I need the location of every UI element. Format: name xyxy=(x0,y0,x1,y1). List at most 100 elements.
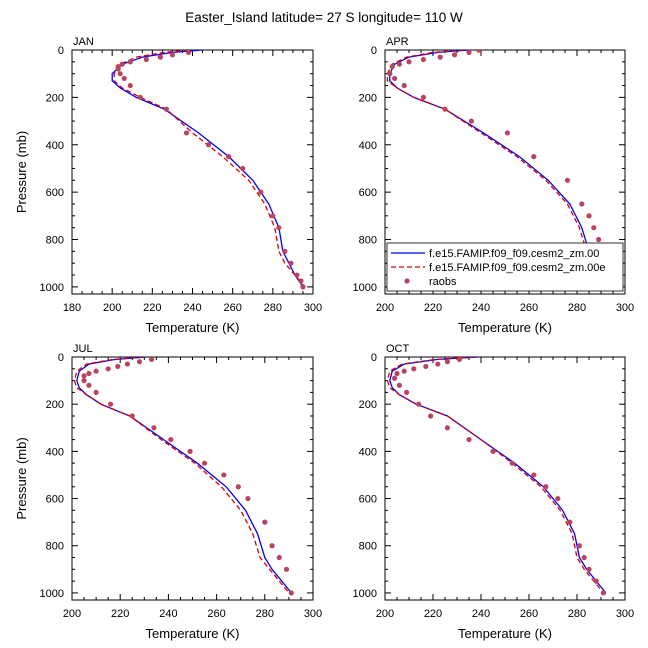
raobs-point xyxy=(183,130,190,136)
y-tick-label: 400 xyxy=(359,446,377,458)
panel-jan: 180 200 220 240 260 280 300 0 200 400 600 800 1000 JA… xyxy=(14,36,322,335)
x-tick-label: 300 xyxy=(304,302,322,314)
legend-label: raobs xyxy=(429,276,457,288)
raobs-point xyxy=(600,590,607,596)
y-tick-label: 400 xyxy=(359,140,377,152)
series-line-zm00 xyxy=(111,50,304,288)
x-tick-label: 200 xyxy=(376,608,394,620)
raobs-point xyxy=(435,361,441,367)
panel-label: APR xyxy=(386,36,409,48)
series-line-zm00 xyxy=(389,357,607,594)
raobs-point xyxy=(276,554,282,561)
raobs-point xyxy=(157,54,163,60)
raobs-point xyxy=(389,63,395,70)
raobs-point xyxy=(420,56,426,63)
series-line-zm00 xyxy=(76,357,292,594)
raobs-point xyxy=(509,460,515,466)
raobs-point xyxy=(205,142,212,148)
y-tick-label: 0 xyxy=(371,352,377,364)
raobs-point xyxy=(226,154,232,160)
y-tick-label: 0 xyxy=(58,352,64,364)
raobs-point xyxy=(105,366,111,372)
raobs-point xyxy=(444,425,450,431)
raobs-point xyxy=(504,130,510,136)
raobs-point xyxy=(115,363,121,370)
raobs-point xyxy=(531,154,537,160)
x-axis-title: Temperature (K) xyxy=(146,626,240,641)
raobs-point xyxy=(258,189,264,195)
x-axis-title: Temperature (K) xyxy=(146,320,240,335)
raobs-point xyxy=(456,357,462,362)
x-tick-label: 300 xyxy=(616,302,634,314)
x-tick-label: 280 xyxy=(256,608,274,620)
x-tick-label: 260 xyxy=(520,608,538,620)
y-axis-title: Pressure (mb) xyxy=(14,437,29,519)
x-tick-label: 240 xyxy=(183,302,201,314)
x-axis-title: Temperature (K) xyxy=(458,626,552,641)
raobs-point xyxy=(401,82,407,89)
raobs-point xyxy=(163,106,169,112)
panel-apr: 200 220 240 260 280 300 0 200 400 600 800 1000 APR Te… xyxy=(353,36,635,335)
raobs-point xyxy=(117,71,123,77)
x-tick-label: 240 xyxy=(472,608,490,620)
raobs-point xyxy=(294,272,300,278)
y-tick-label: 800 xyxy=(46,235,64,247)
raobs-point xyxy=(262,519,268,525)
raobs-point xyxy=(396,61,402,67)
x-axis-title: Temperature (K) xyxy=(458,320,552,335)
y-tick-label: 600 xyxy=(46,494,64,506)
raobs-point xyxy=(124,361,131,367)
raobs-point xyxy=(466,436,472,443)
y-tick-label: 200 xyxy=(46,399,64,411)
y-tick-label: 600 xyxy=(359,494,377,506)
y-tick-label: 800 xyxy=(359,541,377,553)
plot-frame xyxy=(71,356,314,601)
y-tick-label: 800 xyxy=(46,541,64,553)
panel-label: OCT xyxy=(386,343,410,355)
raobs-point xyxy=(137,94,143,100)
raobs-point xyxy=(86,382,92,388)
raobs-point xyxy=(245,495,251,502)
raobs-point xyxy=(288,590,294,596)
raobs-point xyxy=(442,106,448,112)
x-tick-label: 220 xyxy=(424,302,442,314)
y-tick-label: 1000 xyxy=(353,282,377,294)
y-tick-label: 200 xyxy=(46,92,64,104)
raobs-point xyxy=(276,225,282,231)
y-tick-label: 800 xyxy=(359,235,377,247)
raobs-point xyxy=(394,370,400,377)
raobs-point xyxy=(235,484,241,490)
figure-title: Easter_Island latitude= 27 S longitude= … xyxy=(185,10,463,25)
raobs-point xyxy=(221,472,227,478)
raobs-point xyxy=(593,578,599,584)
x-tick-label: 200 xyxy=(63,608,81,620)
raobs-point xyxy=(466,50,472,55)
raobs-point xyxy=(420,94,426,100)
raobs-point xyxy=(269,543,275,549)
raobs-point xyxy=(428,413,434,419)
x-tick-label: 260 xyxy=(520,302,538,314)
raobs-point xyxy=(586,213,592,219)
x-tick-label: 220 xyxy=(424,608,442,620)
y-tick-label: 1000 xyxy=(40,588,64,600)
panels-group: 180 200 220 240 260 280 300 0 200 400 600 800 1000 JA… xyxy=(14,36,634,641)
y-tick-label: 400 xyxy=(46,140,64,152)
raobs-point xyxy=(143,56,149,63)
raobs-point xyxy=(288,260,294,266)
series-line-zm00e xyxy=(386,357,604,594)
x-tick-label: 300 xyxy=(304,608,322,620)
raobs-point xyxy=(567,519,573,525)
series-line-zm00e xyxy=(113,50,306,288)
y-tick-label: 600 xyxy=(359,187,377,199)
raobs-point xyxy=(416,401,422,407)
raobs-point xyxy=(81,377,87,384)
legend-marker-raobs xyxy=(404,278,410,284)
raobs-point xyxy=(392,75,398,82)
plot-frame xyxy=(71,49,314,295)
panel-label: JUL xyxy=(73,343,93,355)
raobs-point xyxy=(169,52,176,58)
raobs-point xyxy=(392,375,398,381)
legend-label: f.e15.FAMIP.f09_f09.cesm2_zm.00 xyxy=(429,248,599,260)
raobs-point xyxy=(444,359,450,365)
y-axis-title: Pressure (mb) xyxy=(14,131,29,213)
